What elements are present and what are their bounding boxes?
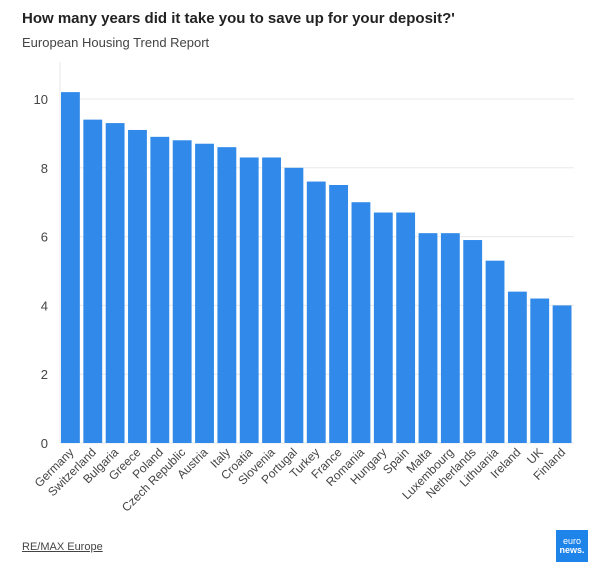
bar-croatia: [239, 157, 259, 444]
source-link[interactable]: RE/MAX Europe: [22, 541, 103, 553]
bar-ireland: [507, 291, 527, 443]
y-tick-label: 4: [41, 298, 48, 313]
logo-bottom: news.: [559, 545, 585, 555]
bar-germany: [61, 92, 80, 444]
bar-slovenia: [262, 157, 281, 444]
bar-uk: [530, 298, 550, 443]
bar-romania: [351, 202, 371, 443]
bar-austria: [195, 143, 214, 443]
bar-greece: [128, 129, 147, 443]
bar-netherlands: [463, 240, 483, 443]
y-tick-label: 0: [41, 436, 48, 451]
bar-hungary: [373, 212, 393, 443]
bar-luxembourg: [440, 233, 460, 443]
y-tick-label: 8: [41, 161, 48, 176]
euronews-logo: euro news.: [556, 530, 588, 562]
y-tick-label: 10: [34, 92, 48, 107]
logo-top: euro: [562, 536, 581, 546]
bar-spain: [396, 212, 416, 443]
bar-lithuania: [485, 260, 505, 443]
chart-title: How many years did it take you to save u…: [22, 10, 455, 27]
y-tick-label: 6: [41, 230, 48, 245]
bar-bulgaria: [105, 123, 125, 443]
chart-subtitle: European Housing Trend Report: [22, 35, 210, 50]
bar-poland: [150, 136, 170, 443]
bar-finland: [552, 305, 572, 443]
y-tick-label: 2: [41, 367, 48, 382]
bar-czech-republic: [172, 140, 192, 443]
bar-turkey: [306, 181, 326, 443]
bar-france: [329, 185, 349, 443]
bar-italy: [217, 147, 237, 443]
bar-switzerland: [83, 119, 103, 443]
bar-portugal: [284, 167, 304, 444]
bar-malta: [418, 233, 438, 443]
